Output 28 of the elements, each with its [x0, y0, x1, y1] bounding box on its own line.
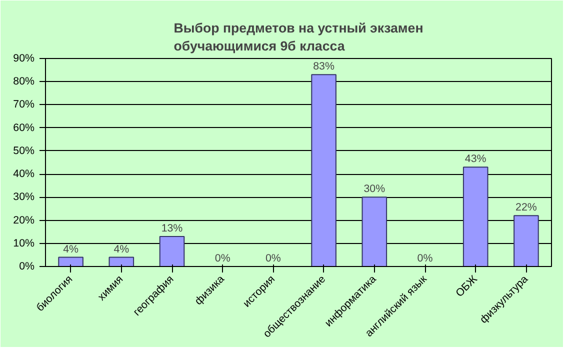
- bar: [311, 74, 336, 266]
- data-label: 0%: [214, 252, 231, 264]
- y-tick-label: 20%: [13, 214, 36, 226]
- y-tick-label: 30%: [13, 191, 36, 204]
- y-tick-label: 50%: [13, 144, 36, 157]
- y-tick-label: 90%: [13, 52, 36, 64]
- data-label: 4%: [63, 243, 80, 256]
- y-tick-label: 40%: [13, 168, 36, 180]
- y-tick-label: 0%: [19, 260, 36, 272]
- chart-title: Выбор предметов на устный экзамен обучающимися 9б класса: [174, 20, 424, 54]
- bar: [362, 196, 388, 266]
- data-label: 43%: [464, 153, 487, 166]
- y-tick-label: 60%: [13, 122, 36, 134]
- bar: [159, 236, 185, 266]
- data-label: 83%: [313, 60, 335, 73]
- bar: [514, 215, 539, 266]
- data-label: 22%: [516, 202, 538, 214]
- data-label: 0%: [266, 252, 282, 264]
- bar: [58, 256, 84, 266]
- y-tick-label: 10%: [13, 237, 36, 250]
- data-label: 0%: [417, 252, 434, 264]
- bar: [108, 256, 134, 266]
- y-tick-label: 80%: [13, 76, 36, 88]
- data-label: 30%: [364, 183, 386, 196]
- bar: [462, 166, 488, 266]
- data-label: 4%: [114, 243, 130, 256]
- data-label: 13%: [161, 222, 184, 234]
- y-tick-label: 70%: [13, 98, 36, 111]
